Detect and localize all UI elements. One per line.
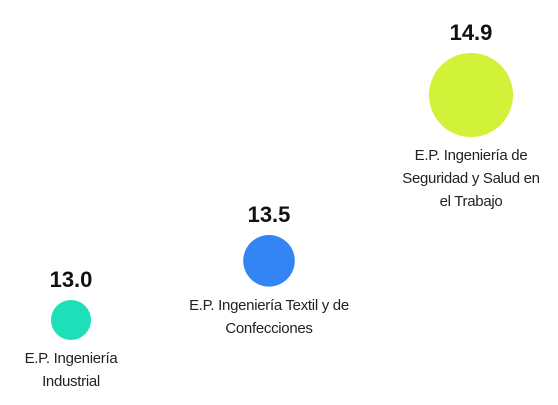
category-label: E.P. Ingeniería de Seguridad y Salud en … [402, 147, 540, 211]
category-label: E.P. Ingeniería Industrial [24, 350, 118, 390]
value-label: 14.9 [449, 20, 493, 45]
bubble [51, 300, 91, 340]
category-label: E.P. Ingeniería Textil y de Confecciones [189, 296, 349, 337]
bubble [428, 53, 514, 138]
bubble [243, 234, 295, 287]
value-label: 13.0 [49, 267, 93, 292]
value-label: 13.5 [247, 202, 291, 227]
